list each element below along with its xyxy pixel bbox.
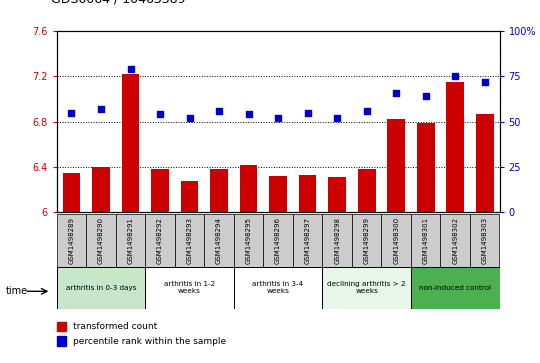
- Point: [481, 79, 489, 85]
- Text: GDS6064 / 10463389: GDS6064 / 10463389: [51, 0, 186, 5]
- Bar: [204, 214, 234, 267]
- Bar: [175, 214, 204, 267]
- Text: GSM1498290: GSM1498290: [98, 217, 104, 264]
- Bar: [381, 214, 411, 267]
- Text: GSM1498294: GSM1498294: [216, 217, 222, 264]
- Bar: [299, 175, 316, 212]
- Bar: [358, 169, 375, 212]
- Bar: [63, 173, 80, 212]
- Bar: [387, 119, 405, 212]
- Text: GSM1498293: GSM1498293: [186, 217, 193, 264]
- Text: GSM1498298: GSM1498298: [334, 217, 340, 264]
- Bar: [116, 214, 145, 267]
- Text: percentile rank within the sample: percentile rank within the sample: [73, 337, 226, 346]
- Point: [274, 115, 282, 121]
- Bar: [57, 336, 66, 346]
- Text: GSM1498295: GSM1498295: [246, 217, 252, 264]
- Point: [126, 66, 135, 72]
- Text: arthritis in 3-4
weeks: arthritis in 3-4 weeks: [253, 281, 303, 294]
- Text: GSM1498303: GSM1498303: [482, 217, 488, 264]
- Text: GSM1498301: GSM1498301: [423, 217, 429, 264]
- Point: [421, 93, 430, 99]
- Text: transformed count: transformed count: [73, 322, 157, 331]
- Point: [362, 108, 371, 114]
- Text: time: time: [5, 286, 28, 296]
- Text: arthritis in 1-2
weeks: arthritis in 1-2 weeks: [164, 281, 215, 294]
- Point: [303, 110, 312, 115]
- Point: [156, 111, 164, 117]
- Point: [67, 110, 76, 115]
- Bar: [234, 267, 322, 309]
- Bar: [441, 214, 470, 267]
- Bar: [122, 74, 139, 212]
- Bar: [210, 169, 228, 212]
- Point: [97, 106, 105, 112]
- Point: [215, 108, 224, 114]
- Bar: [57, 214, 86, 267]
- Text: non-induced control: non-induced control: [419, 285, 491, 291]
- Bar: [447, 82, 464, 212]
- Text: GSM1498299: GSM1498299: [363, 217, 370, 264]
- Point: [392, 90, 401, 95]
- Text: GSM1498297: GSM1498297: [305, 217, 310, 264]
- Bar: [328, 177, 346, 212]
- Bar: [151, 169, 169, 212]
- Point: [451, 73, 460, 79]
- Bar: [417, 123, 435, 212]
- Bar: [181, 181, 198, 212]
- Bar: [57, 267, 145, 309]
- Text: GSM1498296: GSM1498296: [275, 217, 281, 264]
- Text: declining arthritis > 2
weeks: declining arthritis > 2 weeks: [327, 281, 406, 294]
- Bar: [322, 214, 352, 267]
- Bar: [86, 214, 116, 267]
- Bar: [293, 214, 322, 267]
- Bar: [411, 214, 441, 267]
- Bar: [411, 267, 500, 309]
- Bar: [264, 214, 293, 267]
- Bar: [240, 165, 258, 212]
- Text: GSM1498289: GSM1498289: [69, 217, 75, 264]
- Bar: [322, 267, 411, 309]
- Bar: [470, 214, 500, 267]
- Text: GSM1498302: GSM1498302: [452, 217, 458, 264]
- Text: arthritis in 0-3 days: arthritis in 0-3 days: [66, 285, 136, 291]
- Text: GSM1498300: GSM1498300: [393, 217, 399, 264]
- Bar: [57, 322, 66, 331]
- Bar: [476, 114, 494, 212]
- Text: GSM1498292: GSM1498292: [157, 217, 163, 264]
- Bar: [234, 214, 264, 267]
- Point: [244, 111, 253, 117]
- Bar: [145, 267, 234, 309]
- Text: GSM1498291: GSM1498291: [127, 217, 133, 264]
- Bar: [92, 167, 110, 212]
- Bar: [269, 176, 287, 212]
- Point: [333, 115, 341, 121]
- Bar: [145, 214, 175, 267]
- Point: [185, 115, 194, 121]
- Bar: [352, 214, 381, 267]
